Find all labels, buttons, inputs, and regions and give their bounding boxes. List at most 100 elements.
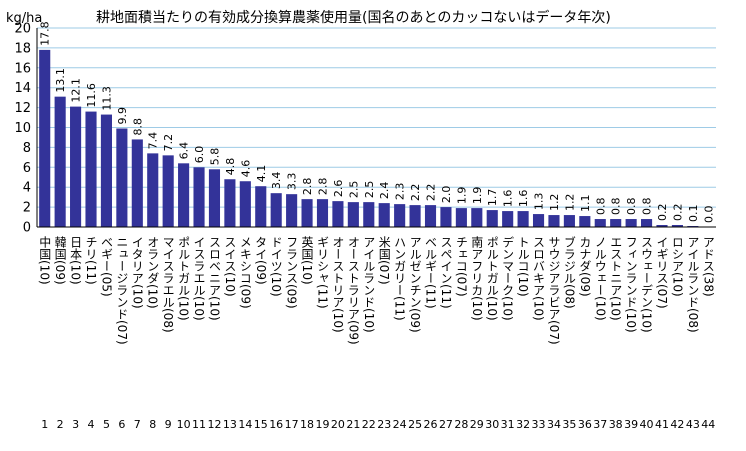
- y-tick-label: 6: [23, 161, 31, 176]
- category-label: スウェーデン(10): [640, 236, 654, 333]
- rank-label: 4: [88, 418, 95, 431]
- bar-value-label: 2.5: [363, 181, 376, 199]
- rank-label: 15: [254, 418, 268, 431]
- category-label: アルゼンチン(09): [408, 236, 422, 333]
- bar: [224, 179, 236, 227]
- bar-value-label: 2.2: [425, 184, 438, 202]
- y-tick-label: 2: [23, 201, 31, 216]
- bar-value-label: 1.1: [579, 195, 592, 213]
- category-label: ロシア(10): [670, 236, 684, 297]
- category-label: デンマーク(10): [501, 236, 515, 321]
- rank-label: 29: [470, 418, 484, 431]
- y-tick-label: 14: [14, 81, 31, 96]
- data-labels: 17.8 13.1 12.1 11.6 11.39.98.87.4 7.2 6.4 6.0 5.…: [39, 21, 716, 223]
- bar: [625, 219, 637, 227]
- y-axis-unit: kg/ha: [6, 11, 42, 26]
- bar-value-label: 3.4: [270, 172, 283, 190]
- rank-label: 8: [149, 418, 156, 431]
- category-label: フランス(09): [285, 236, 299, 309]
- category-label: アドス(38): [701, 236, 715, 297]
- bar: [39, 49, 51, 227]
- rank-label: 38: [609, 418, 623, 431]
- rank-label: 44: [701, 418, 715, 431]
- rank-label: 7: [134, 418, 141, 431]
- rank-label: 5: [103, 418, 110, 431]
- category-label: イタリア(10): [130, 236, 144, 309]
- category-label: スロバキア(10): [532, 236, 546, 321]
- category-label: イギリス(07): [655, 236, 669, 309]
- rank-label: 2: [57, 418, 64, 431]
- bar-value-label: 1.6: [502, 190, 515, 208]
- bar: [594, 219, 606, 227]
- bar: [563, 215, 575, 227]
- bar-value-label: 4.8: [224, 158, 237, 176]
- category-label: 南アフリカ(10): [470, 235, 484, 321]
- rank-label: 9: [165, 418, 172, 431]
- category-labels: 中国(10) 韓国(09) 日本(10) チリ(11) ベギー(05) ニュージランド(0…: [38, 235, 716, 345]
- category-label: アイルランド(08): [686, 236, 700, 333]
- rank-label: 31: [501, 418, 515, 431]
- rank-label: 32: [516, 418, 530, 431]
- bar: [301, 199, 313, 227]
- bar: [347, 202, 359, 227]
- category-label: ベルギー(11): [424, 236, 438, 309]
- bar: [486, 210, 498, 227]
- bar-value-label: 2.0: [440, 186, 453, 204]
- bar-value-label: 1.6: [517, 190, 530, 208]
- bar: [471, 208, 483, 227]
- bar: [100, 114, 112, 227]
- bar-value-label: 8.8: [131, 118, 144, 136]
- bar: [286, 194, 298, 227]
- rank-label: 24: [393, 418, 407, 431]
- category-label: イスラエル(10): [192, 236, 206, 321]
- bar-value-label: 6.4: [178, 142, 191, 160]
- category-label: エストニア(10): [609, 236, 623, 321]
- category-label: ギリシャ(11): [315, 236, 329, 309]
- chart-title: 耕地面積当たりの有効成分換算農薬使用量(国名のあとのカッコないはデータ年次): [96, 9, 611, 26]
- bar: [178, 163, 190, 227]
- bar-value-label: 4.6: [239, 160, 252, 178]
- bar-value-label: 2.4: [378, 182, 391, 200]
- category-label: オーストラリア(09): [346, 236, 360, 345]
- bar: [440, 207, 452, 227]
- bar-value-label: 2.5: [347, 181, 360, 199]
- category-label: ニュージランド(07): [115, 236, 129, 345]
- category-label: サウジアラビア(07): [547, 236, 561, 345]
- rank-label: 12: [207, 418, 221, 431]
- rank-label: 25: [408, 418, 422, 431]
- rank-label: 30: [485, 418, 499, 431]
- rank-label: 1: [41, 418, 48, 431]
- y-tick-label: 0: [23, 221, 31, 236]
- bar-value-label: 1.9: [455, 187, 468, 205]
- bar: [363, 202, 375, 227]
- rank-label: 11: [192, 418, 206, 431]
- category-label: フィンランド(10): [624, 236, 638, 333]
- category-label: オーストリア(10): [331, 236, 345, 333]
- bar: [671, 225, 683, 227]
- rank-label: 21: [346, 418, 360, 431]
- bar-value-label: 0.1: [687, 205, 700, 223]
- bar-value-label: 0.2: [671, 204, 684, 222]
- category-label: マイスラエル(08): [161, 236, 175, 333]
- bar-value-label: 2.2: [409, 184, 422, 202]
- bar-value-label: 0.8: [594, 198, 607, 216]
- y-tick-label: 10: [14, 121, 31, 136]
- bar-value-label: 0.8: [625, 198, 638, 216]
- rank-label: 40: [640, 418, 654, 431]
- category-label: カナダ(09): [578, 236, 592, 297]
- bar-value-label: 17.8: [39, 21, 52, 46]
- category-label: スロベニア(10): [207, 236, 221, 321]
- bar: [162, 155, 174, 227]
- rank-label: 27: [439, 418, 453, 431]
- rank-label: 22: [362, 418, 376, 431]
- bar: [532, 214, 545, 227]
- bar-value-label: 1.9: [471, 187, 484, 205]
- bar-series: [39, 49, 699, 227]
- bar-value-label: 0.2: [656, 204, 669, 222]
- category-label: スイス(10): [223, 236, 237, 297]
- y-tick-label: 12: [14, 101, 31, 116]
- bar: [54, 96, 66, 227]
- bar-value-label: 5.8: [208, 148, 221, 166]
- rank-label: 35: [562, 418, 576, 431]
